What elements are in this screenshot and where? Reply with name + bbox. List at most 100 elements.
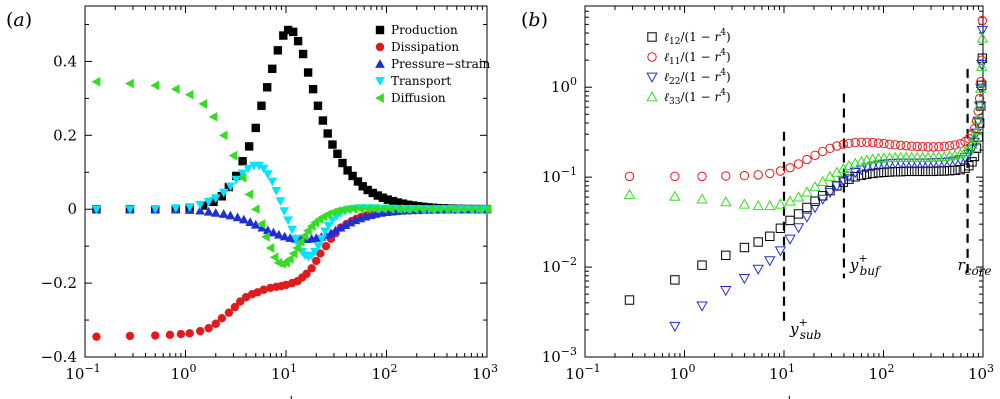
data-point	[326, 228, 336, 238]
legend-label: Production	[391, 23, 458, 37]
data-point	[373, 191, 383, 200]
data-point	[922, 158, 934, 169]
legend-frac: /(1 −	[680, 90, 714, 104]
tick-base: 10	[565, 365, 584, 383]
data-point	[279, 207, 290, 216]
data-point	[283, 216, 293, 226]
y-tick-label: −0.2	[41, 274, 77, 292]
data-point	[198, 99, 208, 109]
data-point	[906, 141, 917, 151]
panel-label: (a)	[6, 9, 32, 31]
data-point	[809, 180, 821, 192]
data-point	[312, 256, 321, 266]
data-point	[150, 204, 161, 214]
legend-label: Transport	[391, 74, 451, 88]
y-tick-label: 10−2	[542, 255, 577, 276]
data-point	[307, 264, 316, 273]
data-point	[752, 199, 764, 211]
data-point	[195, 205, 206, 215]
x-tick-label: 102	[371, 362, 397, 383]
tick-exponent: 2	[888, 362, 895, 375]
data-point	[195, 326, 205, 336]
data-point	[279, 231, 290, 241]
tick-base: 10	[472, 365, 491, 383]
tick-base: 10	[542, 258, 561, 276]
data-point	[810, 196, 820, 206]
data-point	[293, 36, 303, 46]
data-point	[269, 252, 279, 263]
panel-letter: b	[528, 9, 540, 31]
data-point	[228, 150, 238, 161]
data-point	[393, 204, 403, 214]
data-point	[738, 198, 751, 209]
legend-marker	[647, 52, 657, 62]
data-point	[298, 49, 308, 59]
legend-label: Diffusion	[391, 91, 446, 105]
data-point	[764, 199, 776, 211]
data-point	[342, 204, 352, 215]
legend-close: )	[726, 50, 731, 64]
data-point	[624, 295, 635, 305]
data-point	[895, 158, 907, 169]
data-point	[388, 196, 398, 206]
data-point	[933, 157, 945, 169]
data-point	[889, 151, 901, 162]
data-point	[230, 302, 240, 312]
data-point	[378, 204, 387, 214]
legend-label: Dissipation	[391, 40, 459, 54]
data-point	[243, 164, 253, 174]
data-point	[906, 158, 918, 169]
data-point	[950, 165, 960, 176]
data-point	[310, 247, 320, 257]
data-point	[250, 204, 260, 215]
data-point	[211, 319, 220, 328]
data-point	[465, 204, 475, 215]
data-point	[785, 215, 795, 226]
data-point	[302, 269, 311, 279]
data-point	[370, 204, 379, 214]
data-point	[323, 129, 332, 138]
tick-exponent: 0	[689, 362, 696, 375]
data-point	[843, 171, 855, 182]
data-point	[151, 331, 160, 340]
y-tick-label: 100	[551, 75, 577, 96]
y-tick-label: 0.4	[53, 52, 77, 70]
data-point	[262, 83, 272, 92]
data-point	[801, 186, 813, 197]
data-point	[850, 137, 860, 148]
data-point	[972, 113, 984, 124]
data-point	[217, 192, 227, 201]
data-point	[313, 101, 323, 110]
tick-base: 10	[769, 365, 788, 383]
data-point	[482, 204, 491, 215]
tick-base: 10	[170, 365, 189, 383]
annotation-base: r	[958, 256, 966, 274]
data-point	[290, 234, 301, 244]
data-point	[457, 204, 467, 215]
annotation-label: y+ buf	[849, 252, 882, 278]
data-point	[261, 232, 270, 242]
data-point	[224, 308, 234, 317]
data-point	[950, 140, 960, 150]
data-point	[775, 223, 786, 233]
tick-exponent: 0	[190, 362, 197, 375]
data-point	[283, 25, 293, 35]
data-point	[968, 132, 981, 143]
panel-a: 10−1100101102103y+0.40.20−0.2−0.4Product…	[6, 5, 498, 399]
x-axis-label: y+	[274, 393, 297, 399]
data-point	[258, 164, 269, 174]
x-tick-label: 100	[170, 362, 196, 383]
data-point	[274, 229, 284, 239]
data-point	[973, 106, 983, 116]
data-point	[210, 208, 221, 217]
data-point	[831, 181, 843, 192]
data-point	[944, 165, 955, 176]
legend-ell: ℓ	[664, 90, 669, 104]
data-point	[844, 174, 854, 184]
data-point	[972, 116, 984, 127]
y-tick-label: 0	[67, 200, 77, 218]
data-point	[810, 150, 820, 160]
data-point	[417, 204, 427, 214]
legend-close: )	[726, 30, 731, 44]
data-point	[125, 78, 134, 89]
